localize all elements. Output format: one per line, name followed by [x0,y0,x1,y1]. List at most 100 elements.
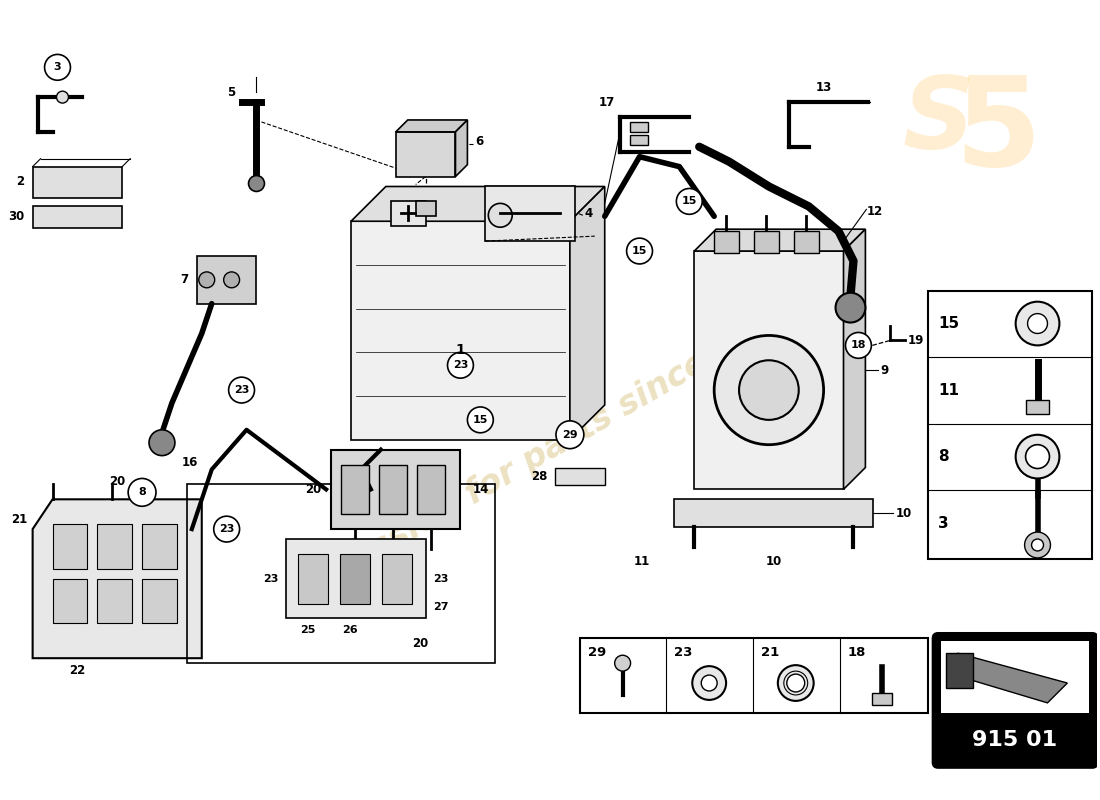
Circle shape [229,377,254,403]
Polygon shape [33,499,201,658]
Text: 915 01: 915 01 [972,730,1057,750]
FancyBboxPatch shape [298,554,328,603]
Circle shape [739,360,799,420]
Text: 11: 11 [938,382,959,398]
Polygon shape [396,120,468,132]
Text: 18: 18 [850,340,866,350]
Circle shape [45,54,70,80]
Text: 28: 28 [530,470,547,483]
Polygon shape [455,120,468,177]
Text: 20: 20 [109,475,125,488]
Text: 21: 21 [761,646,779,658]
FancyBboxPatch shape [341,465,368,514]
FancyBboxPatch shape [556,467,605,486]
Circle shape [468,407,493,433]
Text: 23: 23 [453,360,469,370]
Text: 29: 29 [562,430,578,440]
Text: 20: 20 [305,483,321,496]
FancyBboxPatch shape [1025,400,1049,414]
FancyBboxPatch shape [940,642,1089,714]
Circle shape [448,352,473,378]
FancyBboxPatch shape [33,206,122,228]
Text: 10: 10 [895,506,912,520]
FancyBboxPatch shape [142,524,177,569]
Polygon shape [694,229,866,251]
Text: 8: 8 [139,487,146,498]
FancyBboxPatch shape [97,578,132,623]
Text: S: S [902,74,974,170]
Polygon shape [351,186,605,222]
FancyBboxPatch shape [390,202,426,226]
FancyBboxPatch shape [378,465,407,514]
Text: 5: 5 [954,71,1042,192]
Text: 13: 13 [815,81,832,94]
Circle shape [148,430,175,456]
Polygon shape [946,654,972,688]
Text: 15: 15 [473,415,488,425]
Circle shape [1015,302,1059,346]
Text: 18: 18 [847,646,866,658]
FancyBboxPatch shape [53,524,87,569]
FancyBboxPatch shape [674,499,873,527]
Text: 23: 23 [219,524,234,534]
Text: 23: 23 [674,646,693,658]
Text: 1: 1 [455,343,465,358]
Circle shape [714,335,824,445]
FancyBboxPatch shape [142,578,177,623]
Circle shape [615,655,630,671]
Text: 7: 7 [180,274,189,286]
Text: 5: 5 [227,86,235,98]
Text: 29: 29 [587,646,606,658]
Circle shape [846,333,871,358]
Circle shape [556,421,584,449]
Text: 14: 14 [472,483,488,496]
Text: 22: 22 [69,664,86,677]
Circle shape [213,516,240,542]
Text: 21: 21 [11,513,28,526]
Circle shape [1032,539,1044,551]
Text: 16: 16 [182,456,198,469]
Circle shape [1025,445,1049,469]
Text: 15: 15 [631,246,647,256]
Text: 30: 30 [9,210,24,222]
Polygon shape [351,222,570,440]
Circle shape [627,238,652,264]
FancyBboxPatch shape [714,231,739,253]
Polygon shape [844,229,866,490]
Polygon shape [396,132,455,177]
Circle shape [676,189,702,214]
FancyBboxPatch shape [286,539,426,618]
Text: 15: 15 [938,316,959,331]
Text: 12: 12 [867,205,882,218]
Circle shape [1015,434,1059,478]
Circle shape [1027,314,1047,334]
Circle shape [692,666,726,700]
FancyBboxPatch shape [197,256,256,304]
Circle shape [56,91,68,103]
Text: 26: 26 [342,626,358,635]
Text: 3: 3 [938,516,948,530]
Text: 9: 9 [880,364,889,377]
Text: 8: 8 [938,449,948,464]
Circle shape [701,675,717,691]
Text: 17: 17 [598,95,615,109]
FancyBboxPatch shape [340,554,370,603]
FancyBboxPatch shape [33,166,122,198]
Circle shape [1024,532,1050,558]
Text: 25: 25 [300,626,316,635]
Text: 20: 20 [412,637,429,650]
Text: 23: 23 [234,385,250,395]
Text: 10: 10 [766,555,782,568]
Text: 15: 15 [682,196,697,206]
Text: a passion for parts since 1985: a passion for parts since 1985 [296,294,804,606]
FancyBboxPatch shape [417,465,444,514]
Circle shape [778,665,814,701]
Polygon shape [948,654,1067,703]
Circle shape [249,175,264,191]
FancyBboxPatch shape [53,578,87,623]
FancyBboxPatch shape [933,634,1097,767]
FancyBboxPatch shape [872,693,892,705]
Circle shape [488,203,513,227]
Text: 11: 11 [634,555,649,568]
FancyBboxPatch shape [794,231,818,253]
